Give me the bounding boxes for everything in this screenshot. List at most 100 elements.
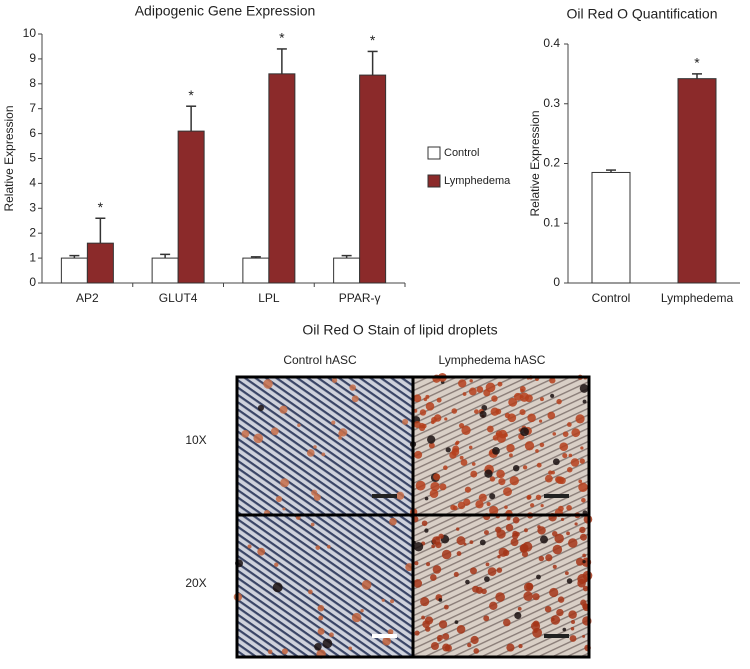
droplet xyxy=(489,476,496,482)
droplet xyxy=(468,445,473,450)
droplet xyxy=(465,579,470,585)
droplet xyxy=(578,479,583,484)
droplet xyxy=(476,386,484,393)
droplet xyxy=(507,413,517,423)
droplet xyxy=(512,516,520,524)
droplet xyxy=(331,377,338,383)
droplet xyxy=(495,526,502,533)
droplet xyxy=(492,435,499,441)
droplet xyxy=(504,505,508,509)
droplet xyxy=(464,486,472,493)
y-axis-label: Relative Expression xyxy=(528,110,542,216)
droplet xyxy=(322,638,333,649)
droplet xyxy=(575,414,585,424)
droplet xyxy=(579,384,589,393)
droplet xyxy=(458,379,467,388)
droplet xyxy=(490,407,500,416)
droplet xyxy=(552,458,560,466)
droplet xyxy=(338,428,348,437)
bar xyxy=(333,257,361,284)
droplet xyxy=(317,604,325,612)
column-label: Control hASC xyxy=(283,353,357,367)
droplet xyxy=(462,392,467,396)
droplet xyxy=(582,585,589,592)
y-tick-label: 9 xyxy=(29,51,36,65)
droplet xyxy=(510,538,519,547)
droplet xyxy=(574,522,578,526)
droplet xyxy=(438,598,443,602)
droplet xyxy=(317,627,325,635)
droplet xyxy=(314,643,322,651)
droplet xyxy=(263,379,273,389)
droplet xyxy=(481,404,488,411)
x-tick-label: Lymphedema xyxy=(661,291,734,305)
droplet xyxy=(445,447,451,453)
droplet xyxy=(483,389,491,397)
droplet xyxy=(571,428,581,438)
droplet xyxy=(523,591,533,602)
droplet xyxy=(470,635,479,645)
chart-title: Adipogenic Gene Expression xyxy=(135,3,316,19)
droplet xyxy=(470,470,478,478)
droplet xyxy=(329,632,334,638)
droplet xyxy=(253,433,264,444)
droplet xyxy=(566,578,573,584)
bar xyxy=(60,257,88,284)
droplet xyxy=(554,533,564,544)
droplet xyxy=(536,574,541,580)
bar xyxy=(242,257,270,284)
droplet xyxy=(421,520,428,527)
y-tick-label: 3 xyxy=(29,200,36,214)
droplet xyxy=(566,422,572,427)
droplet xyxy=(557,596,565,603)
droplet xyxy=(457,501,466,510)
droplet xyxy=(474,409,479,414)
droplet xyxy=(456,551,462,556)
droplet xyxy=(512,464,520,472)
droplet xyxy=(489,601,498,611)
droplet xyxy=(520,395,524,399)
droplet xyxy=(438,533,444,539)
droplet xyxy=(503,487,512,497)
droplet xyxy=(508,397,518,407)
y-tick-label: 0.2 xyxy=(543,156,560,170)
droplet xyxy=(552,432,557,436)
droplet xyxy=(484,576,490,582)
droplet xyxy=(498,478,506,486)
droplet xyxy=(468,387,477,396)
droplet xyxy=(513,392,522,401)
droplet xyxy=(419,409,427,416)
droplet xyxy=(275,495,283,503)
droplet xyxy=(552,544,563,555)
droplet xyxy=(582,603,589,610)
y-tick-label: 0.4 xyxy=(543,36,560,50)
droplet xyxy=(570,458,580,467)
droplet xyxy=(453,571,459,577)
droplet xyxy=(422,620,430,629)
chart-title: Oil Red O Quantification xyxy=(567,6,718,22)
droplet xyxy=(454,441,459,446)
droplet xyxy=(396,491,405,500)
droplet xyxy=(495,430,503,437)
droplet xyxy=(415,480,426,491)
droplet xyxy=(315,545,321,550)
droplet xyxy=(478,493,487,502)
droplet xyxy=(512,530,518,537)
droplet xyxy=(491,395,498,402)
y-tick-label: 0 xyxy=(29,275,36,289)
droplet xyxy=(566,504,572,511)
droplet xyxy=(426,562,431,567)
droplet xyxy=(562,453,568,459)
droplet xyxy=(545,554,553,562)
droplet xyxy=(485,562,490,567)
droplet xyxy=(559,442,569,451)
droplet xyxy=(442,643,451,652)
droplet xyxy=(443,465,448,471)
droplet xyxy=(550,615,561,625)
micrograph xyxy=(237,515,413,657)
x-tick-label: Control xyxy=(592,291,631,305)
micrograph-grid xyxy=(233,372,593,659)
droplet xyxy=(556,476,564,485)
droplet xyxy=(360,608,364,613)
droplet xyxy=(524,441,535,451)
